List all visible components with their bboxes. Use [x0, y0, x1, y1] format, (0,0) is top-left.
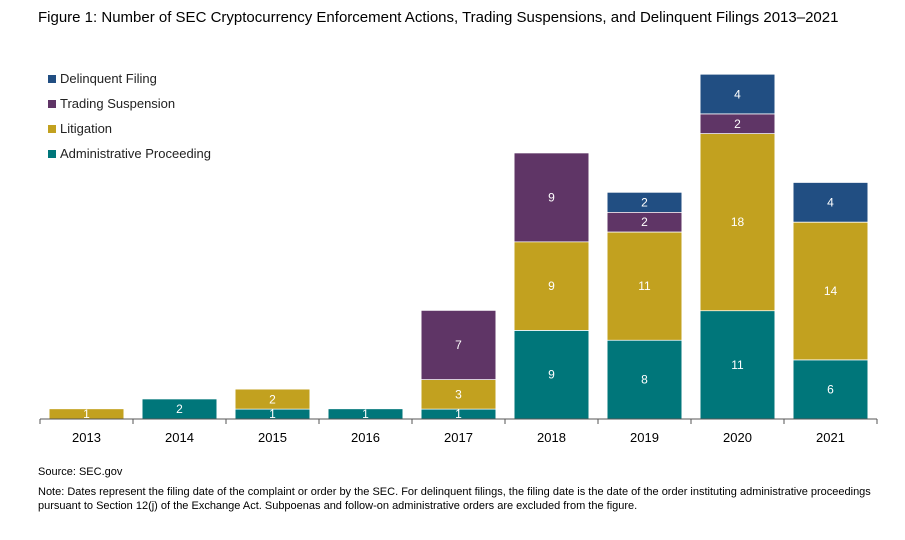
legend-swatch-trading-suspension	[48, 100, 56, 108]
legend-label-delinquent-filing: Delinquent Filing	[60, 71, 157, 86]
bar-segment-delinquent-filing-2020	[700, 74, 775, 114]
x-tick-label-2016: 2016	[351, 430, 380, 445]
bar-segment-administrative-proceeding-2017	[421, 409, 496, 419]
data-label-administrative-proceeding-2019: 8	[641, 373, 648, 387]
data-label-litigation-2018: 9	[548, 279, 555, 293]
data-label-administrative-proceeding-2021: 6	[827, 382, 834, 396]
data-label-administrative-proceeding-2015: 1	[269, 407, 276, 421]
data-label-administrative-proceeding-2014: 2	[176, 402, 183, 416]
bar-segment-administrative-proceeding-2016	[328, 409, 403, 419]
source-note: Source: SEC.gov	[38, 466, 123, 478]
data-label-trading-suspension-2020: 2	[734, 117, 741, 131]
bar-segment-litigation-2020	[700, 133, 775, 311]
data-label-litigation-2021: 14	[824, 284, 838, 298]
footnote: Note: Dates represent the filing date of…	[38, 486, 871, 512]
data-label-trading-suspension-2017: 7	[455, 338, 462, 352]
bar-segment-administrative-proceeding-2021	[793, 359, 868, 419]
bar-segment-trading-suspension-2017	[421, 310, 496, 380]
data-label-trading-suspension-2019: 2	[641, 215, 648, 229]
legend-swatch-administrative-proceeding	[48, 150, 56, 158]
chart-title: Figure 1: Number of SEC Cryptocurrency E…	[38, 9, 839, 26]
data-label-litigation-2013: 1	[83, 407, 90, 421]
bar-segment-litigation-2017	[421, 379, 496, 410]
bar-segment-trading-suspension-2019	[607, 212, 682, 233]
x-tick-label-2019: 2019	[630, 430, 659, 445]
bar-segment-trading-suspension-2018	[514, 153, 589, 242]
x-tick-label-2018: 2018	[537, 430, 566, 445]
bar-segment-delinquent-filing-2021	[793, 182, 868, 223]
data-label-trading-suspension-2018: 9	[548, 191, 555, 205]
x-tick-label-2021: 2021	[816, 430, 845, 445]
legend-swatch-litigation	[48, 125, 56, 133]
x-tick-label-2017: 2017	[444, 430, 473, 445]
bar-segment-administrative-proceeding-2018	[514, 330, 589, 419]
bar-segment-administrative-proceeding-2019	[607, 340, 682, 419]
data-label-administrative-proceeding-2017: 1	[455, 407, 462, 421]
data-label-litigation-2017: 3	[455, 387, 462, 401]
bar-segment-litigation-2021	[793, 222, 868, 360]
data-label-delinquent-filing-2019: 2	[641, 196, 648, 210]
legend-label-administrative-proceeding: Administrative Proceeding	[60, 146, 211, 161]
data-label-litigation-2020: 18	[731, 215, 745, 229]
data-label-administrative-proceeding-2020: 11	[731, 358, 744, 372]
data-label-litigation-2015: 2	[269, 392, 276, 406]
x-axis: 2013 2014 2015 2016 2017 2018 2019 2020 2021	[39, 418, 878, 445]
bar-segment-administrative-proceeding-2020	[700, 310, 775, 419]
bar-segment-trading-suspension-2020	[700, 113, 775, 134]
x-tick-label-2013: 2013	[72, 430, 101, 445]
bar-segment-litigation-2015	[235, 389, 310, 410]
x-tick-label-2020: 2020	[723, 430, 752, 445]
legend-swatch-delinquent-filing	[48, 75, 56, 83]
bar-segment-litigation-2019	[607, 232, 682, 341]
data-label-administrative-proceeding-2016: 1	[362, 407, 369, 421]
data-label-administrative-proceeding-2018: 9	[548, 368, 555, 382]
data-label-delinquent-filing-2020: 4	[734, 87, 741, 101]
data-label-delinquent-filing-2021: 4	[827, 196, 834, 210]
x-tick-label-2014: 2014	[165, 430, 194, 445]
data-label-litigation-2019: 11	[638, 279, 651, 293]
bar-segment-litigation-2018	[514, 241, 589, 331]
legend-label-litigation: Litigation	[60, 121, 112, 136]
legend-label-trading-suspension: Trading Suspension	[60, 96, 175, 111]
bar-segment-litigation-2013	[49, 409, 124, 419]
bar-segment-administrative-proceeding-2014	[142, 399, 217, 419]
legend: Delinquent Filing Trading Suspension Litig…	[48, 71, 211, 161]
x-tick-label-2015: 2015	[258, 430, 287, 445]
bar-segment-administrative-proceeding-2015	[235, 409, 310, 419]
bar-segment-delinquent-filing-2019	[607, 192, 682, 213]
